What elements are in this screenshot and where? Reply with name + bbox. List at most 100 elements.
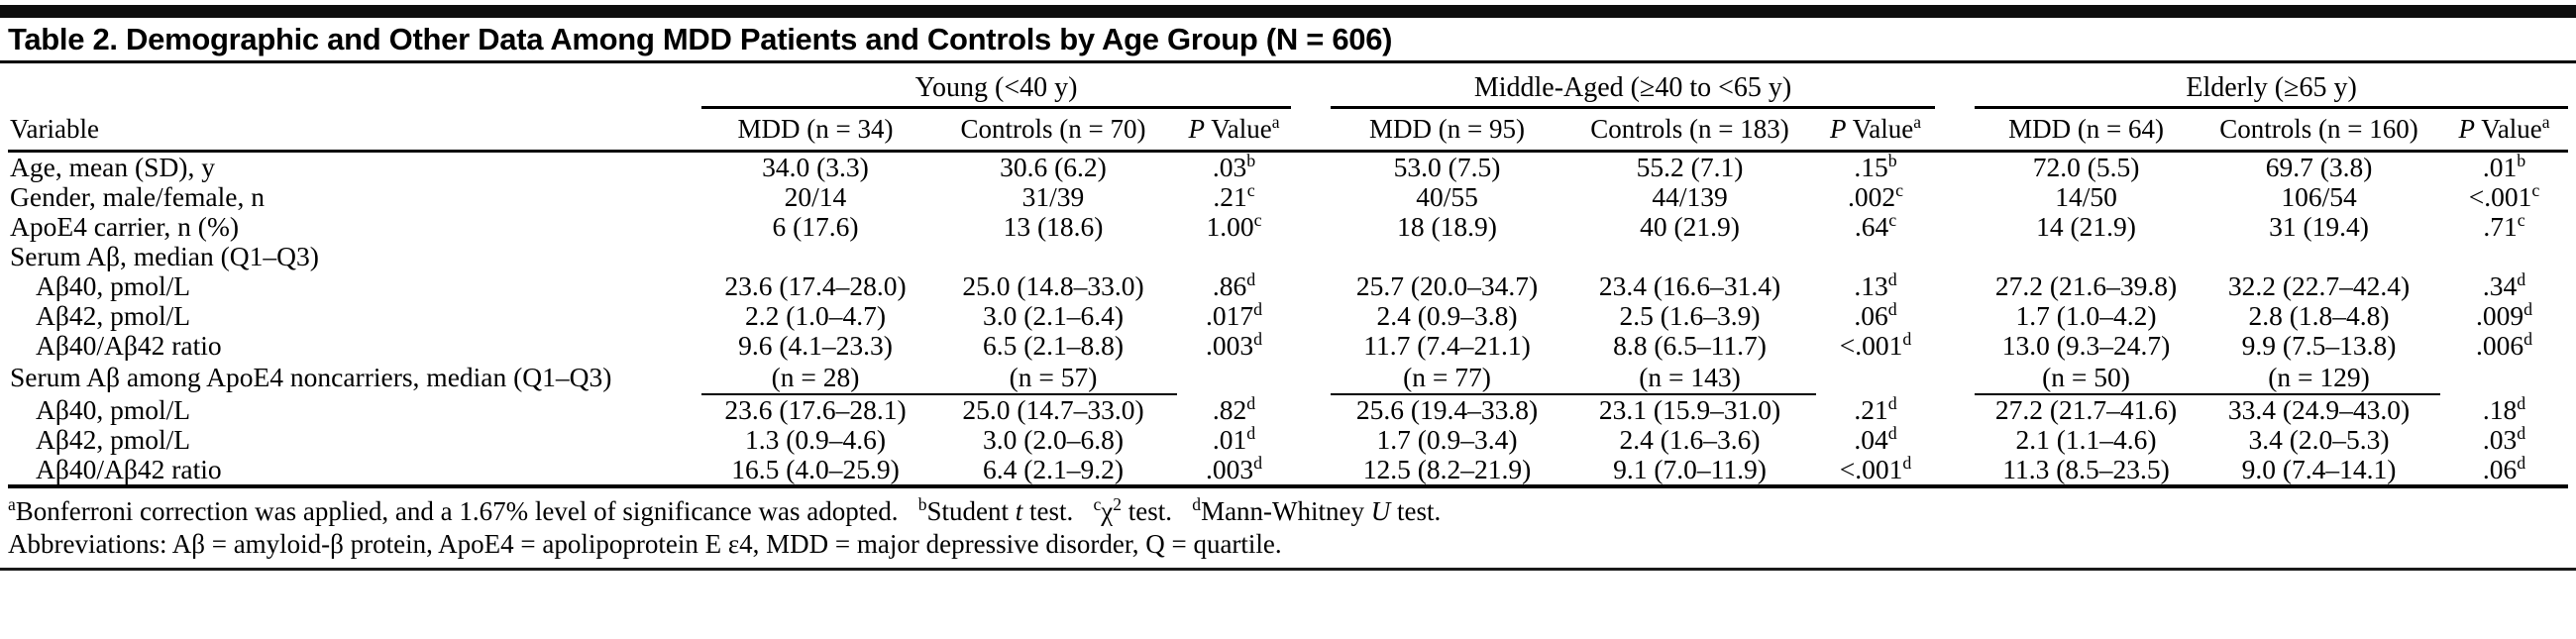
- data-cell: .71c: [2483, 209, 2525, 242]
- column-gap: [1291, 182, 1331, 212]
- data-cell: .006d: [2476, 328, 2533, 361]
- group-header-2: Elderly (≥65 y): [1975, 63, 2569, 109]
- column-header: P Valuea: [2440, 107, 2569, 153]
- data-cell: [1177, 242, 1291, 271]
- column-header: Controls (n = 183): [1563, 107, 1817, 153]
- column-gap: [1291, 107, 1332, 153]
- data-cell: .03d: [2482, 422, 2526, 455]
- table-row: ApoE4 carrier, n (%) 6 (17.6) 13 (18.6) 1.0…: [8, 209, 2568, 242]
- data-cell: 40/55: [1416, 181, 1478, 212]
- column-gap: [1291, 455, 1332, 488]
- column-gap: [1935, 301, 1975, 331]
- column-gap: [1935, 425, 1975, 455]
- data-cell: 69.7 (3.8): [2265, 152, 2373, 182]
- data-cell: 11.7 (7.4–21.1): [1363, 330, 1531, 361]
- data-cell: 11.3 (8.5–23.5): [1975, 455, 2199, 488]
- data-cell: 23.6 (17.4–28.0): [724, 270, 907, 301]
- data-cell: .003d: [1205, 328, 1263, 361]
- column-gap: [1935, 242, 1975, 271]
- data-cell: [701, 242, 929, 271]
- data-cell: (n = 143): [1563, 361, 1817, 395]
- data-cell: 6 (17.6): [772, 211, 859, 242]
- table-row: Serum Aβ among ApoE4 noncarriers, median…: [8, 361, 2568, 395]
- column-gap: [1291, 271, 1331, 301]
- group-header-1: Middle-Aged (≥40 to <65 y): [1331, 63, 1936, 109]
- row-label: Serum Aβ among ApoE4 noncarriers, median…: [10, 362, 612, 392]
- data-cell: .017d: [1205, 298, 1263, 331]
- column-header-row: Variable MDD (n = 34) Controls (n = 70) P V…: [8, 107, 2569, 153]
- column-gap: [1291, 242, 1331, 271]
- data-cell: 25.0 (14.8–33.0): [962, 270, 1144, 301]
- column-gap: [1935, 331, 1975, 361]
- data-cell: [1331, 242, 1563, 271]
- data-cell: 13.0 (9.3–24.7): [2001, 330, 2171, 361]
- data-cell: 20/14: [784, 181, 847, 212]
- data-cell: .34d: [2482, 268, 2526, 301]
- data-cell: 3.0 (2.1–6.4): [982, 300, 1125, 331]
- data-cell: 2.4 (0.9–3.8): [1376, 300, 1518, 331]
- column-gap: [1291, 152, 1331, 183]
- column-gap: [1935, 361, 1975, 394]
- data-cell: [2198, 242, 2440, 271]
- column-gap: [1935, 182, 1975, 212]
- data-cell: 6.5 (2.1–8.8): [982, 330, 1125, 361]
- data-cell: .13d: [1854, 268, 1897, 301]
- footnote-statistics: aBonferroni correction was applied, and …: [8, 494, 1442, 526]
- row-label: Age, mean (SD), y: [10, 152, 215, 182]
- column-gap: [1291, 331, 1331, 361]
- column-gap: [1935, 394, 1975, 425]
- data-cell: .002c: [1848, 179, 1904, 212]
- data-cell: 13 (18.6): [1003, 211, 1104, 242]
- row-label: Serum Aβ, median (Q1–Q3): [10, 241, 319, 271]
- data-cell: 2.1 (1.1–4.6): [2015, 424, 2157, 455]
- footnote-abbreviations: Abbreviations: Aβ = amyloid-β protein, A…: [8, 529, 1282, 559]
- data-cell: [929, 242, 1177, 271]
- column-gap: [1291, 361, 1331, 394]
- data-cell: .06d: [1854, 298, 1897, 331]
- data-cell: <.001d: [1816, 454, 1936, 488]
- data-cell: .18d: [2482, 392, 2526, 425]
- data-cell: 31/39: [1021, 181, 1085, 212]
- data-cell: .003d: [1177, 454, 1292, 488]
- data-cell: .21c: [1213, 179, 1255, 212]
- data-cell: 30.6 (6.2): [1000, 152, 1107, 182]
- data-cell: 44/139: [1652, 181, 1728, 212]
- data-cell: 23.1 (15.9–31.0): [1598, 394, 1781, 425]
- data-cell: 2.8 (1.8–4.8): [2248, 300, 2390, 331]
- data-cell: .82d: [1212, 392, 1256, 425]
- data-cell: [1563, 242, 1816, 271]
- column-gap: [1935, 455, 1976, 488]
- data-cell: 14/50: [2055, 181, 2117, 212]
- table-row: Aβ42, pmol/L 2.2 (1.0–4.7) 3.0 (2.1–6.4) .0…: [8, 298, 2568, 331]
- data-cell: 9.1 (7.0–11.9): [1563, 455, 1817, 488]
- table-row: Aβ40, pmol/L 23.6 (17.6–28.1) 25.0 (14.7–3…: [8, 392, 2568, 425]
- data-cell: 34.0 (3.3): [762, 152, 869, 182]
- data-cell: 16.5 (4.0–25.9): [701, 455, 929, 488]
- data-cell: 27.2 (21.7–41.6): [1994, 394, 2178, 425]
- data-cell: .06d: [2440, 454, 2569, 488]
- top-rule-bar: [0, 5, 2576, 18]
- data-cell: 106/54: [2281, 181, 2357, 212]
- data-cell: 2.4 (1.6–3.6): [1619, 424, 1761, 455]
- data-cell: .04d: [1854, 422, 1897, 455]
- data-cell: .86d: [1212, 268, 1256, 301]
- column-gap: [1935, 107, 1976, 153]
- table-body: Age, mean (SD), y 34.0 (3.3) 30.6 (6.2) .03…: [8, 150, 2569, 488]
- footnotes-block: aBonferroni correction was applied, and …: [8, 495, 2568, 561]
- data-cell: <.001d: [1839, 328, 1912, 361]
- data-cell: 1.00c: [1206, 209, 1262, 242]
- data-cell: (n = 28): [701, 361, 929, 395]
- column-gap: [1291, 394, 1331, 425]
- column-header: Controls (n = 70): [929, 107, 1177, 153]
- data-cell: 2.2 (1.0–4.7): [744, 300, 887, 331]
- data-cell: 14 (21.9): [2036, 211, 2136, 242]
- data-cell: 1.3 (0.9–4.6): [744, 424, 887, 455]
- column-header: P Valuea: [1816, 107, 1936, 153]
- data-cell: .15b: [1854, 150, 1897, 182]
- data-cell: 1.7 (0.9–3.4): [1376, 424, 1518, 455]
- data-cell: 2.5 (1.6–3.9): [1619, 300, 1761, 331]
- data-cell: (n = 129): [2198, 361, 2441, 395]
- column-gap: [1291, 63, 1331, 108]
- table-title: Table 2. Demographic and Other Data Amon…: [0, 18, 2576, 63]
- table-row: Aβ40/Aβ42 ratio 16.5 (4.0–25.9) 6.4 (2.1–9…: [8, 454, 2569, 488]
